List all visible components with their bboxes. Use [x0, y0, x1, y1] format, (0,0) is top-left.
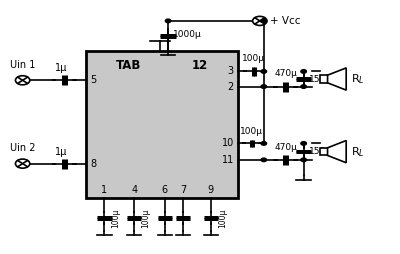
Text: R$_L$: R$_L$: [352, 72, 365, 86]
Circle shape: [301, 85, 306, 88]
Bar: [320, 148, 328, 155]
Text: 100µ: 100µ: [218, 208, 227, 228]
Circle shape: [301, 70, 306, 73]
Polygon shape: [328, 68, 346, 90]
Text: 2: 2: [228, 82, 234, 92]
Text: 9: 9: [208, 185, 214, 195]
Text: 7: 7: [180, 185, 186, 195]
Text: 1: 1: [101, 185, 107, 195]
Text: 100µ: 100µ: [242, 54, 265, 63]
Text: Uin 1: Uin 1: [10, 60, 35, 70]
Text: 11: 11: [222, 155, 234, 165]
Text: 470µ: 470µ: [274, 70, 297, 78]
Text: 100µ: 100µ: [112, 208, 120, 228]
Text: 3: 3: [228, 67, 234, 76]
Text: 470µ: 470µ: [274, 143, 297, 152]
Circle shape: [16, 76, 30, 85]
Circle shape: [253, 16, 267, 25]
Text: 5: 5: [90, 75, 97, 85]
Bar: [86, 51, 238, 198]
Text: + Vcc: + Vcc: [270, 16, 300, 26]
Text: Uin 2: Uin 2: [10, 143, 35, 153]
Circle shape: [301, 158, 306, 162]
Circle shape: [261, 19, 266, 23]
Text: 150n: 150n: [309, 147, 332, 156]
Text: 12: 12: [192, 59, 208, 72]
Text: R$_L$: R$_L$: [352, 145, 365, 158]
Text: 100µ: 100µ: [240, 127, 263, 136]
Circle shape: [165, 19, 171, 23]
Text: 4: 4: [131, 185, 137, 195]
Text: 8: 8: [90, 159, 96, 169]
Circle shape: [301, 142, 306, 145]
Circle shape: [261, 142, 266, 145]
Text: 1000µ: 1000µ: [173, 30, 202, 39]
Text: 10: 10: [222, 138, 234, 148]
Bar: [320, 75, 328, 83]
Text: 150n: 150n: [309, 74, 332, 84]
Polygon shape: [328, 140, 346, 163]
Text: 100µ: 100µ: [142, 208, 150, 228]
Circle shape: [261, 158, 266, 162]
Circle shape: [16, 159, 30, 168]
Circle shape: [261, 70, 266, 73]
Text: 1µ: 1µ: [54, 63, 67, 73]
Text: 6: 6: [162, 185, 168, 195]
Circle shape: [261, 85, 266, 88]
Text: TAB: TAB: [116, 59, 141, 72]
Text: 1µ: 1µ: [54, 147, 67, 156]
